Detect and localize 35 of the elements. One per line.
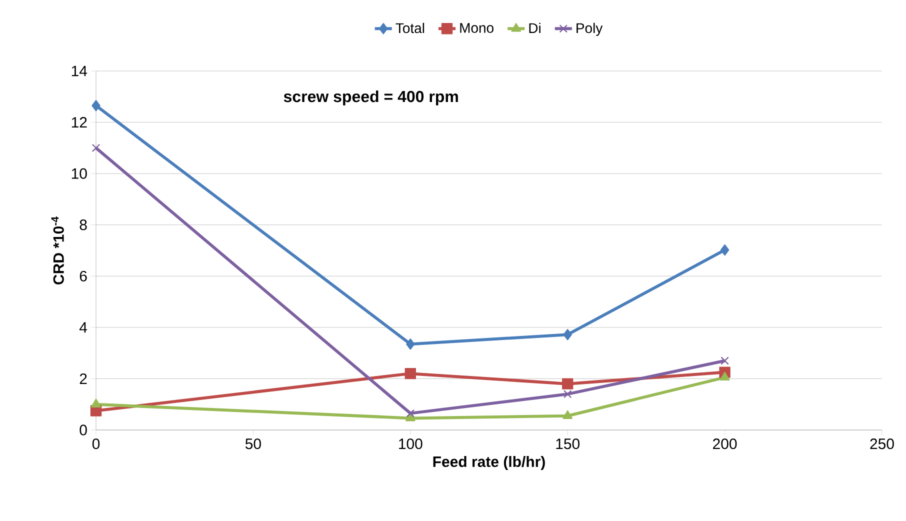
point <box>720 372 730 381</box>
y-tick-label: 10 <box>72 168 87 179</box>
point <box>563 328 572 340</box>
point <box>562 378 574 390</box>
y-tick-label: 12 <box>72 117 87 128</box>
x-tick-label: 50 <box>245 438 261 450</box>
y-tick-label: 8 <box>80 220 87 230</box>
y-tick-label: 14 <box>72 66 88 76</box>
y-tick-label: 0 <box>80 424 87 436</box>
point <box>563 390 572 398</box>
annotation: screw speed = 400 rpm <box>284 90 458 106</box>
legend-label: Poly <box>576 22 603 36</box>
point <box>91 398 101 408</box>
x-tick-label: 100 <box>399 438 422 450</box>
x-tick-label: 200 <box>713 438 737 450</box>
point <box>720 356 729 365</box>
legend-label: Mono <box>460 23 494 33</box>
point <box>92 100 100 112</box>
point <box>720 244 730 256</box>
legend-label: Total <box>396 22 424 34</box>
x-tick-label: 0 <box>92 438 100 450</box>
y-tick-label: 2 <box>80 373 87 384</box>
point <box>405 412 416 422</box>
y-tick-label: 6 <box>80 270 87 282</box>
x-tick-label: 250 <box>870 438 894 450</box>
legend-label: Di <box>529 22 540 33</box>
point <box>404 368 416 380</box>
point <box>406 338 415 350</box>
point <box>562 410 573 419</box>
y-axis-title: CRD *10$^{-4}$ <box>51 216 64 284</box>
point <box>406 409 415 418</box>
y-tick-label: 4 <box>79 322 88 333</box>
x-tick-label: 150 <box>556 438 580 450</box>
x-axis-title: Feed rate (lb/hr) <box>433 456 545 470</box>
point <box>92 144 100 152</box>
